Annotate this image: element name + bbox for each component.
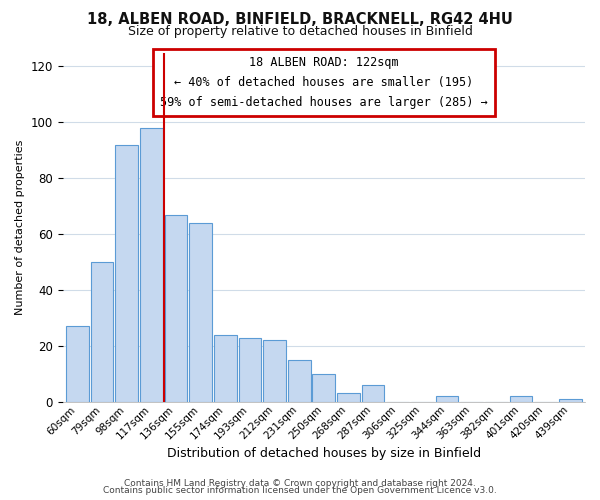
Bar — [115, 144, 138, 402]
Bar — [559, 399, 581, 402]
Bar — [362, 385, 385, 402]
Text: 18, ALBEN ROAD, BINFIELD, BRACKNELL, RG42 4HU: 18, ALBEN ROAD, BINFIELD, BRACKNELL, RG4… — [87, 12, 513, 28]
Bar — [436, 396, 458, 402]
Text: Contains HM Land Registry data © Crown copyright and database right 2024.: Contains HM Land Registry data © Crown c… — [124, 478, 476, 488]
Bar — [313, 374, 335, 402]
Bar — [189, 223, 212, 402]
Bar — [337, 394, 360, 402]
Bar — [140, 128, 163, 402]
X-axis label: Distribution of detached houses by size in Binfield: Distribution of detached houses by size … — [167, 447, 481, 460]
Text: Contains public sector information licensed under the Open Government Licence v3: Contains public sector information licen… — [103, 486, 497, 495]
Bar — [263, 340, 286, 402]
Bar — [509, 396, 532, 402]
Bar — [91, 262, 113, 402]
Text: Size of property relative to detached houses in Binfield: Size of property relative to detached ho… — [128, 25, 472, 38]
Text: 18 ALBEN ROAD: 122sqm
← 40% of detached houses are smaller (195)
59% of semi-det: 18 ALBEN ROAD: 122sqm ← 40% of detached … — [160, 56, 488, 109]
Bar — [214, 334, 236, 402]
Bar — [164, 214, 187, 402]
Bar — [239, 338, 261, 402]
Bar — [288, 360, 311, 402]
Bar — [66, 326, 89, 402]
Y-axis label: Number of detached properties: Number of detached properties — [15, 140, 25, 315]
